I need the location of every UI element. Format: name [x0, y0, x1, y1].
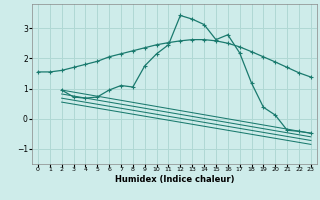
X-axis label: Humidex (Indice chaleur): Humidex (Indice chaleur) [115, 175, 234, 184]
